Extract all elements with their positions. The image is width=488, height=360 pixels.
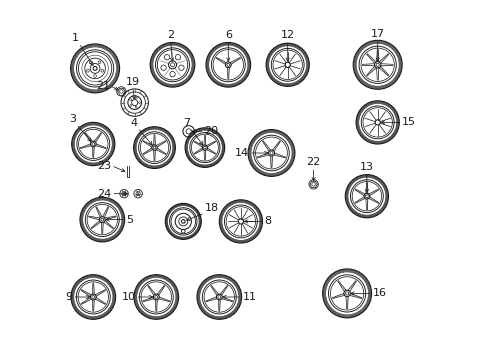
Text: 13: 13	[359, 162, 373, 172]
Text: 9: 9	[65, 292, 72, 302]
Text: 8: 8	[264, 216, 271, 226]
Text: 11: 11	[242, 292, 256, 302]
Text: 24: 24	[97, 189, 111, 199]
Text: 3: 3	[69, 114, 76, 124]
Text: 4: 4	[130, 118, 137, 128]
Text: 2: 2	[167, 30, 174, 40]
Text: 17: 17	[370, 29, 384, 39]
Text: 10: 10	[122, 292, 136, 302]
Text: 15: 15	[401, 117, 415, 127]
Text: 14: 14	[235, 148, 249, 158]
Text: 16: 16	[372, 288, 386, 298]
Text: 22: 22	[306, 157, 320, 167]
Text: 21: 21	[96, 81, 110, 91]
Text: 23: 23	[97, 161, 111, 171]
Text: 7: 7	[183, 118, 189, 128]
Text: 20: 20	[204, 126, 218, 136]
Text: 6: 6	[224, 30, 231, 40]
Text: 18: 18	[204, 203, 219, 213]
Text: 5: 5	[125, 215, 132, 225]
Text: 19: 19	[125, 77, 140, 87]
Text: 1: 1	[72, 33, 79, 43]
Text: 12: 12	[280, 30, 294, 40]
